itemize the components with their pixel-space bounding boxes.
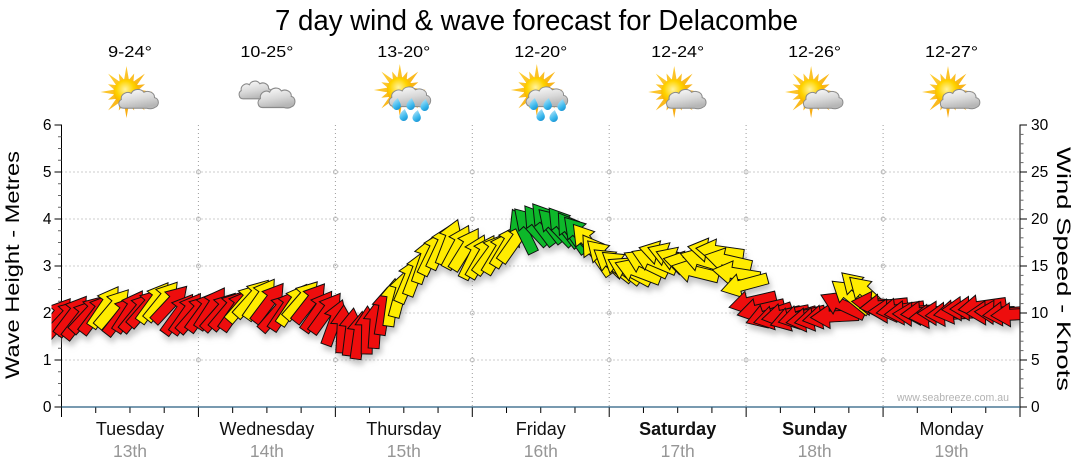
svg-text:25: 25 <box>1031 164 1048 181</box>
svg-text:15: 15 <box>1031 258 1048 275</box>
svg-text:0: 0 <box>1031 399 1040 416</box>
svg-text:3: 3 <box>43 258 52 275</box>
svg-text:0: 0 <box>43 399 52 416</box>
svg-text:4: 4 <box>43 211 52 228</box>
svg-text:7 day wind & wave forecast for: 7 day wind & wave forecast for Delacombe <box>275 5 798 37</box>
svg-text:5: 5 <box>43 164 52 181</box>
svg-text:12-24°: 12-24° <box>651 44 704 61</box>
svg-text:18th: 18th <box>798 441 832 461</box>
svg-text:13th: 13th <box>113 441 147 461</box>
svg-text:14th: 14th <box>250 441 284 461</box>
svg-text:www.seabreeze.com.au: www.seabreeze.com.au <box>896 392 1009 404</box>
svg-text:Friday: Friday <box>516 419 566 439</box>
svg-text:30: 30 <box>1031 117 1049 134</box>
svg-text:5: 5 <box>1031 352 1040 369</box>
svg-text:15th: 15th <box>387 441 421 461</box>
svg-text:12-27°: 12-27° <box>925 44 978 61</box>
svg-text:Wind Speed - Knots: Wind Speed - Knots <box>1052 147 1073 391</box>
svg-text:16th: 16th <box>524 441 558 461</box>
svg-text:6: 6 <box>43 117 52 134</box>
svg-text:1: 1 <box>43 352 52 369</box>
svg-text:12-26°: 12-26° <box>788 44 841 61</box>
svg-text:Wednesday: Wednesday <box>220 419 315 439</box>
svg-text:Thursday: Thursday <box>366 419 441 439</box>
svg-text:13-20°: 13-20° <box>377 44 430 61</box>
svg-text:Wave Height - Metres: Wave Height - Metres <box>2 151 24 379</box>
svg-text:2: 2 <box>43 305 52 322</box>
svg-text:Monday: Monday <box>919 419 983 439</box>
svg-text:Sunday: Sunday <box>782 419 847 439</box>
svg-text:Tuesday: Tuesday <box>96 419 164 439</box>
svg-text:10: 10 <box>1031 305 1049 322</box>
svg-text:10-25°: 10-25° <box>240 44 293 61</box>
svg-text:17th: 17th <box>661 441 695 461</box>
svg-text:12-20°: 12-20° <box>514 44 567 61</box>
svg-text:Saturday: Saturday <box>639 419 716 439</box>
svg-text:20: 20 <box>1031 211 1049 228</box>
svg-text:19th: 19th <box>934 441 968 461</box>
svg-text:9-24°: 9-24° <box>108 44 152 61</box>
